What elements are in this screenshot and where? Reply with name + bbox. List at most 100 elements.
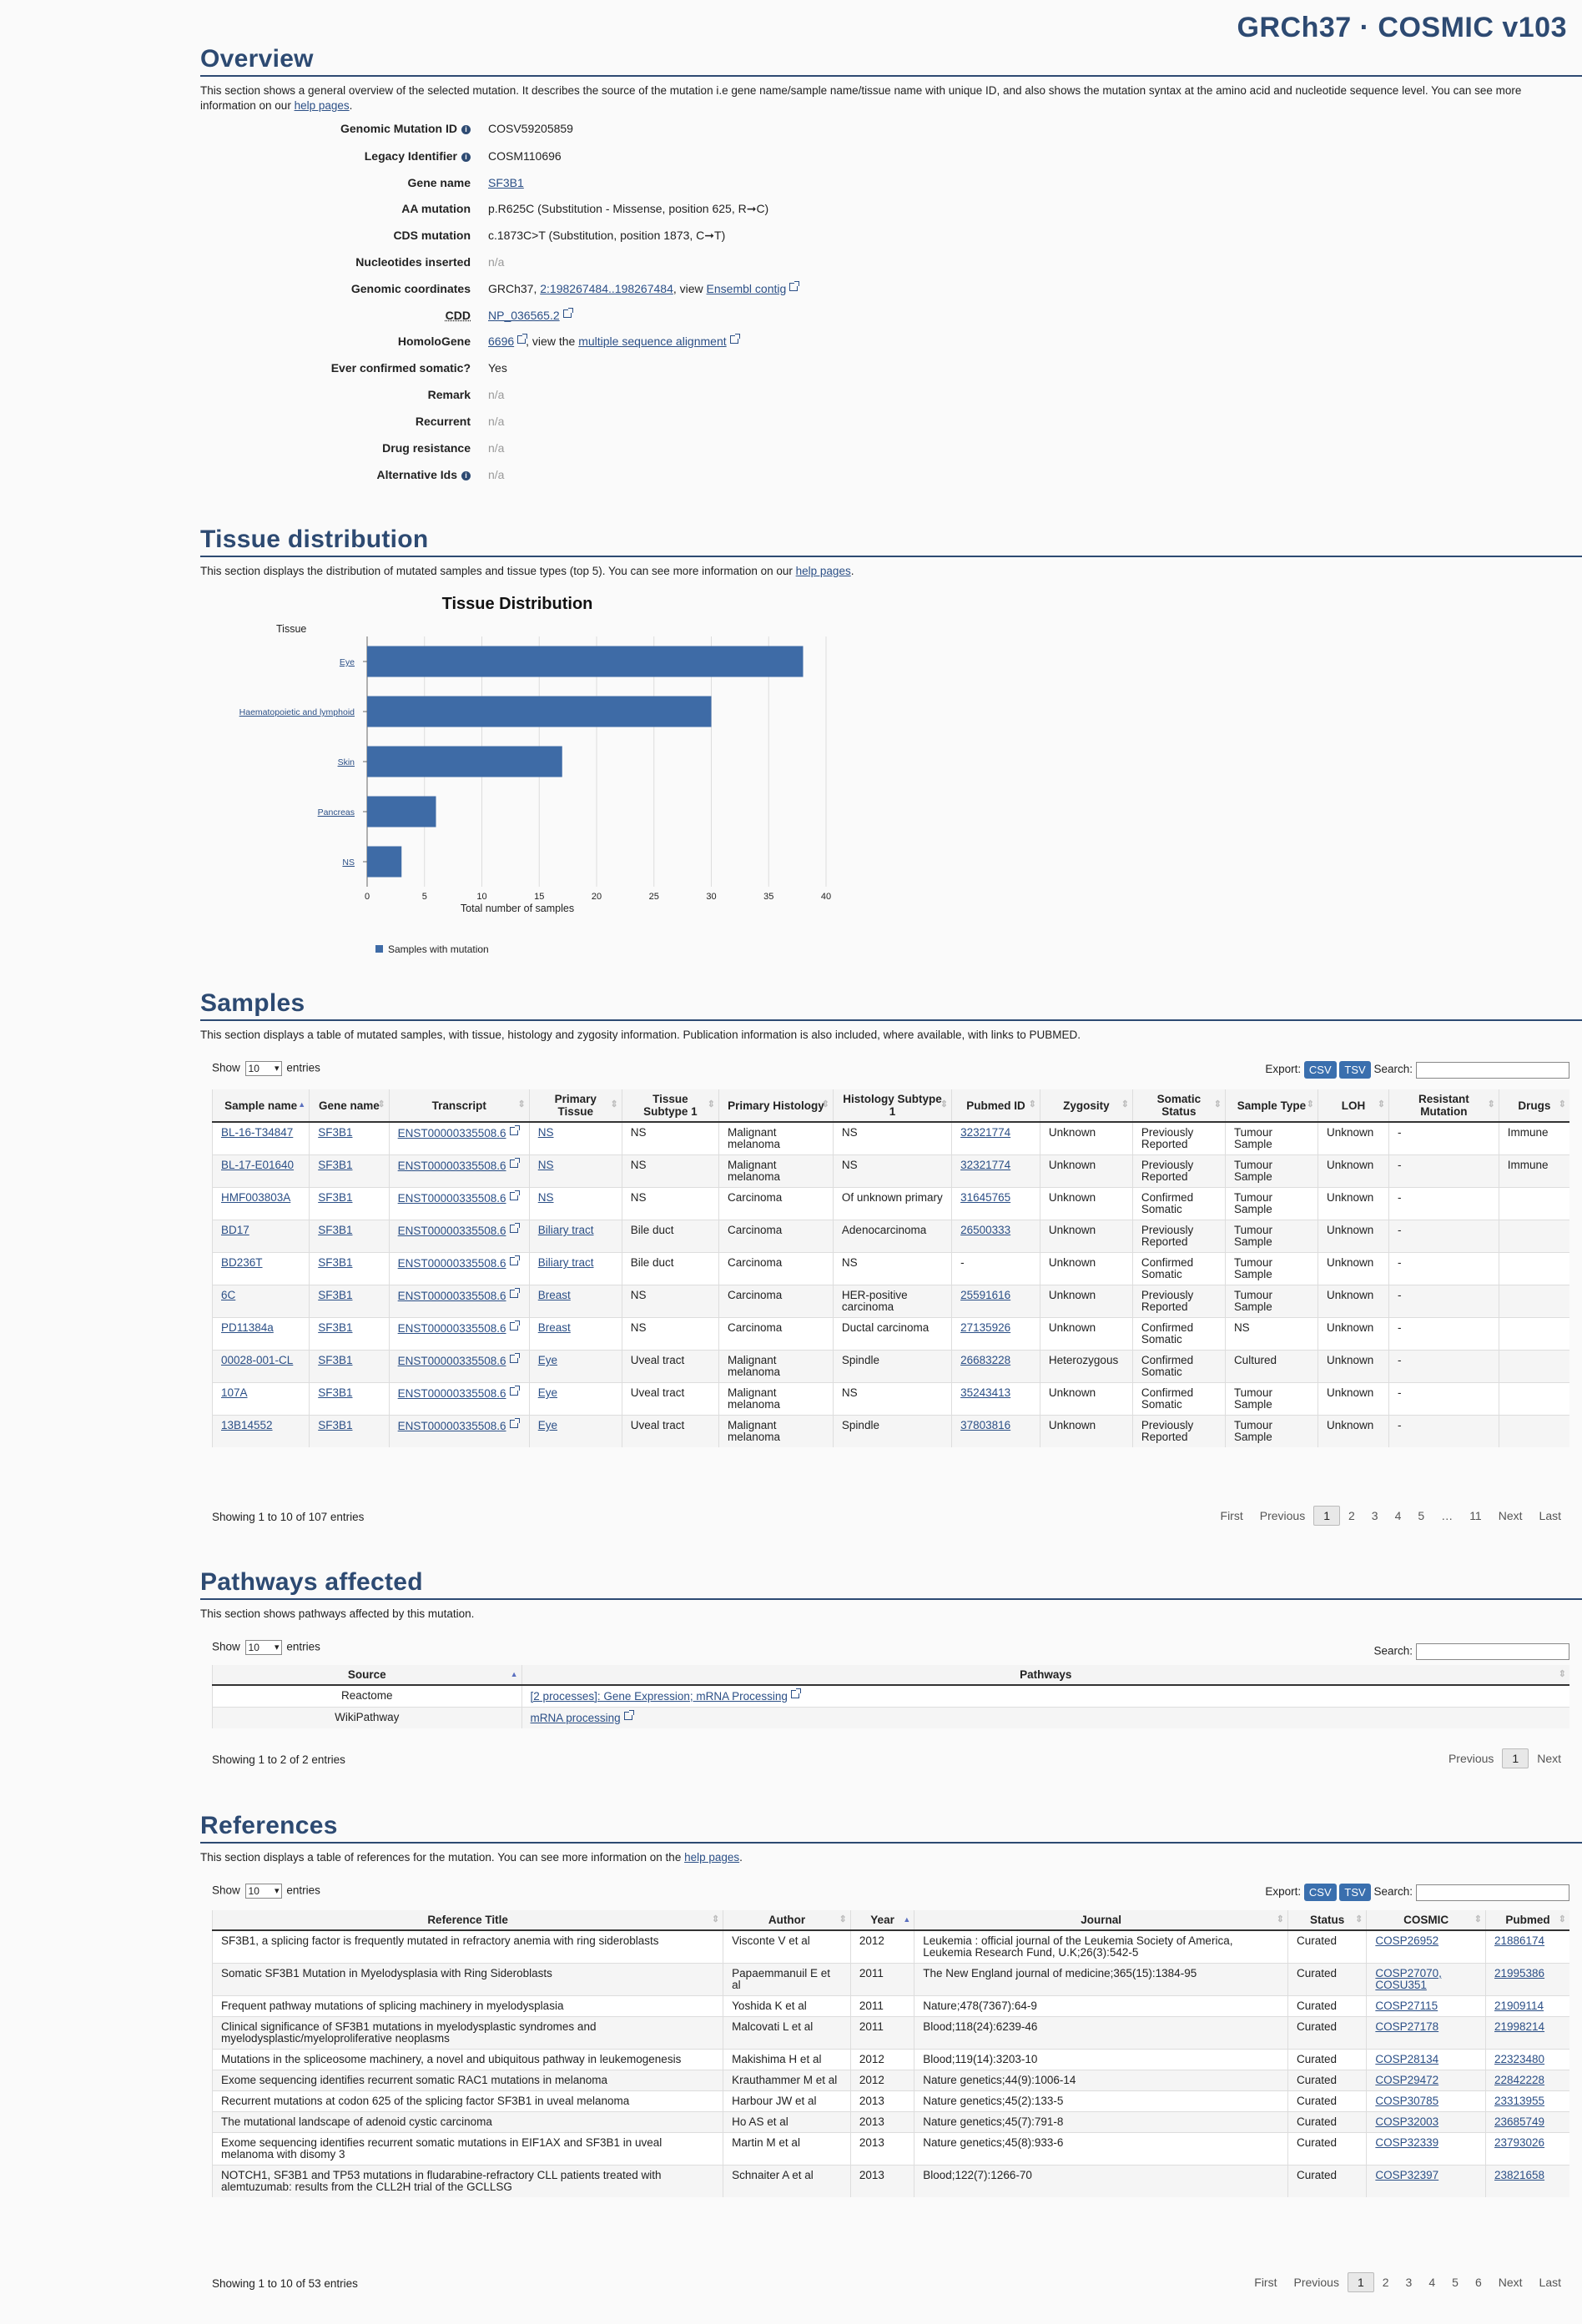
pager-button[interactable]: Last xyxy=(1539,2276,1561,2289)
cell-link[interactable]: NS xyxy=(537,1191,554,1204)
cell-link[interactable]: BD236T xyxy=(221,1256,263,1269)
column-header[interactable]: Status xyxy=(1287,1910,1367,1931)
cell-link[interactable]: NS xyxy=(537,1159,554,1171)
pager-button[interactable]: 2 xyxy=(1348,1509,1355,1522)
cell-link[interactable]: 23313955 xyxy=(1494,2095,1545,2107)
chart-category-link[interactable]: Haematopoietic and lymphoid xyxy=(239,707,355,717)
cell-link[interactable]: ENST00000335508.6 xyxy=(397,1257,506,1270)
pager-button[interactable]: 11 xyxy=(1469,1509,1482,1522)
cell-link[interactable]: COSP32397 xyxy=(1375,2169,1439,2181)
pager-button[interactable]: Previous xyxy=(1448,1752,1494,1765)
chart-bar[interactable] xyxy=(367,746,562,777)
cell-link[interactable]: HMF003803A xyxy=(221,1191,291,1204)
cell-link[interactable]: 26683228 xyxy=(960,1354,1011,1366)
help-pages-link[interactable]: help pages xyxy=(795,565,851,577)
chart-bar[interactable] xyxy=(367,696,712,727)
pager-button[interactable]: 1 xyxy=(1313,1506,1340,1526)
cell-link[interactable]: Eye xyxy=(537,1354,558,1366)
chart-category-link[interactable]: Skin xyxy=(338,757,355,767)
pager-button[interactable]: First xyxy=(1220,1509,1243,1522)
cell-link[interactable]: 22323480 xyxy=(1494,2053,1545,2065)
pager-button[interactable]: 4 xyxy=(1394,1509,1402,1522)
cell-link[interactable]: 21995386 xyxy=(1494,1967,1545,1979)
column-header[interactable]: Pubmed ID xyxy=(951,1089,1040,1123)
cell-link[interactable]: 26500333 xyxy=(960,1224,1011,1236)
column-header[interactable]: Drugs xyxy=(1498,1089,1569,1123)
cell-link[interactable]: 23685749 xyxy=(1494,2115,1545,2128)
column-header[interactable]: Pubmed xyxy=(1485,1910,1569,1931)
cell-link[interactable]: 31645765 xyxy=(960,1191,1011,1204)
column-header[interactable]: Zygosity xyxy=(1039,1089,1133,1123)
column-header[interactable]: Primary Histology xyxy=(718,1089,834,1123)
cell-link[interactable]: [2 processes]: Gene Expression; mRNA Pro… xyxy=(530,1690,788,1703)
cell-link[interactable]: COSP27178 xyxy=(1375,2020,1439,2033)
pager-button[interactable]: Next xyxy=(1537,1752,1561,1765)
pager-button[interactable]: 5 xyxy=(1418,1509,1425,1522)
pager-button[interactable]: 1 xyxy=(1347,2272,1374,2292)
cell-link[interactable]: 21886174 xyxy=(1494,1934,1545,1947)
info-icon[interactable]: i xyxy=(461,125,471,134)
column-header[interactable]: Resistant Mutation xyxy=(1388,1089,1499,1123)
export-csv-button[interactable]: CSV xyxy=(1303,1884,1337,1901)
cell-link[interactable]: ENST00000335508.6 xyxy=(397,1322,506,1335)
cell-link[interactable]: ENST00000335508.6 xyxy=(397,1159,506,1172)
pager-button[interactable]: Previous xyxy=(1293,2276,1339,2289)
cell-link[interactable]: 25591616 xyxy=(960,1289,1011,1301)
cell-link[interactable]: 32321774 xyxy=(960,1159,1011,1171)
column-header[interactable]: Pathways xyxy=(521,1665,1569,1686)
cell-link[interactable]: COSP28134 xyxy=(1375,2053,1439,2065)
pager-button[interactable]: Next xyxy=(1498,2276,1523,2289)
cell-link[interactable]: NS xyxy=(537,1126,554,1139)
cell-link[interactable]: SF3B1 xyxy=(318,1419,353,1431)
cell-link[interactable]: 37803816 xyxy=(960,1419,1011,1431)
cell-link[interactable]: COSP26952 xyxy=(1375,1934,1439,1947)
cell-link[interactable]: SF3B1 xyxy=(318,1159,353,1171)
chart-category-link[interactable]: Eye xyxy=(340,657,355,667)
cell-link[interactable]: ENST00000335508.6 xyxy=(397,1225,506,1237)
column-header[interactable]: Sample name xyxy=(211,1089,310,1123)
pager-button[interactable]: 2 xyxy=(1382,2276,1389,2289)
cell-link[interactable]: COSP32003 xyxy=(1375,2115,1439,2128)
pager-button[interactable]: 4 xyxy=(1428,2276,1436,2289)
search-input[interactable] xyxy=(1416,1061,1569,1079)
cell-link[interactable]: COSP27070, COSU351 xyxy=(1375,1967,1442,1991)
pager-button[interactable]: … xyxy=(1441,1509,1454,1522)
cell-link[interactable]: 35243413 xyxy=(960,1386,1011,1399)
cdd-link[interactable]: NP_036565.2 xyxy=(488,309,560,322)
cell-link[interactable]: SF3B1 xyxy=(318,1386,353,1399)
help-pages-link[interactable]: help pages xyxy=(684,1851,740,1864)
cell-link[interactable]: Biliary tract xyxy=(537,1256,594,1269)
cell-link[interactable]: SF3B1 xyxy=(318,1289,353,1301)
homologene-link[interactable]: 6696 xyxy=(488,335,515,348)
cell-link[interactable]: COSP30785 xyxy=(1375,2095,1439,2107)
cell-link[interactable]: ENST00000335508.6 xyxy=(397,1192,506,1205)
export-csv-button[interactable]: CSV xyxy=(1303,1061,1337,1079)
pager-button[interactable]: 3 xyxy=(1405,2276,1413,2289)
cell-link[interactable]: ENST00000335508.6 xyxy=(397,1355,506,1367)
cell-link[interactable]: ENST00000335508.6 xyxy=(397,1420,506,1432)
cell-link[interactable]: SF3B1 xyxy=(318,1224,353,1236)
export-tsv-button[interactable]: TSV xyxy=(1339,1884,1371,1901)
column-header[interactable]: Somatic Status xyxy=(1131,1089,1226,1123)
cell-link[interactable]: 13B14552 xyxy=(221,1419,273,1431)
column-header[interactable]: Author xyxy=(723,1910,851,1931)
cell-link[interactable]: 6C xyxy=(221,1289,236,1301)
pager-button[interactable]: Previous xyxy=(1259,1509,1306,1522)
cell-link[interactable]: COSP27115 xyxy=(1375,2000,1438,2012)
cell-link[interactable]: SF3B1 xyxy=(318,1321,353,1334)
ensembl-contig-link[interactable]: Ensembl contig xyxy=(706,282,787,295)
cell-link[interactable]: 22842228 xyxy=(1494,2074,1545,2086)
msa-link[interactable]: multiple sequence alignment xyxy=(578,335,727,348)
cell-link[interactable]: Eye xyxy=(537,1386,558,1399)
cell-link[interactable]: BL-17-E01640 xyxy=(221,1159,295,1171)
column-header[interactable]: Tissue Subtype 1 xyxy=(621,1089,719,1123)
cell-link[interactable]: 00028-001-CL xyxy=(221,1354,294,1366)
cell-link[interactable]: 27135926 xyxy=(960,1321,1011,1334)
cell-link[interactable]: BD17 xyxy=(221,1224,249,1236)
page-size-select[interactable]: 10 xyxy=(244,1884,282,1899)
search-input[interactable] xyxy=(1416,1643,1569,1660)
chart-category-link[interactable]: NS xyxy=(342,858,355,868)
cell-link[interactable]: 21998214 xyxy=(1494,2020,1545,2033)
pager-button[interactable]: First xyxy=(1254,2276,1277,2289)
info-icon[interactable]: i xyxy=(461,471,471,480)
